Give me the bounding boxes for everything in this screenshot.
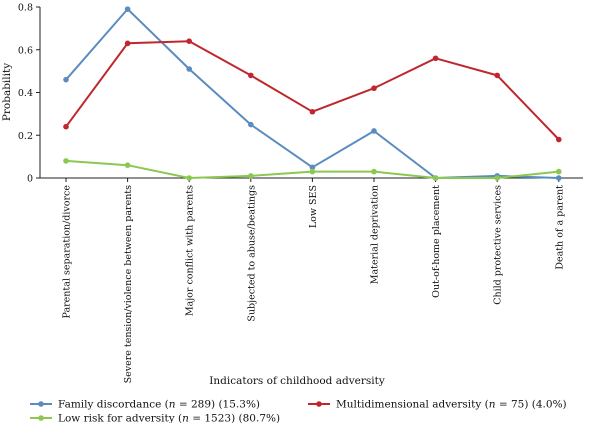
x-tick-label: Severe tension/violence between parents bbox=[123, 185, 134, 384]
data-point bbox=[63, 123, 69, 130]
data-point bbox=[124, 162, 131, 168]
x-tick-label: Major conflict with parents bbox=[185, 185, 196, 316]
data-point bbox=[186, 175, 192, 181]
data-point bbox=[124, 6, 131, 12]
y-tick-label: 0.2 bbox=[18, 131, 33, 142]
data-point bbox=[186, 38, 192, 44]
data-point bbox=[248, 72, 254, 79]
data-point bbox=[309, 164, 316, 171]
data-point bbox=[248, 173, 254, 179]
series-3 bbox=[63, 158, 562, 181]
y-tick-label: 0.8 bbox=[18, 3, 33, 14]
data-point bbox=[124, 40, 131, 47]
legend-label: Family discordance (n = 289) (15.3%) bbox=[58, 399, 260, 411]
y-tick-label: 0.4 bbox=[18, 88, 33, 99]
legend-label: Low risk for adversity (n = 1523) (80.7%… bbox=[58, 413, 280, 423]
legend: Family discordance (n = 289) (15.3%) Mult… bbox=[30, 399, 567, 423]
data-point bbox=[432, 175, 439, 181]
series-line bbox=[65, 8, 559, 179]
legend-item: Low risk for adversity (n = 1523) (80.7%… bbox=[30, 413, 280, 423]
data-point bbox=[371, 128, 377, 134]
data-point bbox=[248, 121, 254, 128]
x-tick-label: Low SES bbox=[308, 185, 319, 228]
data-point bbox=[556, 136, 562, 143]
data-point bbox=[371, 168, 377, 175]
series-1 bbox=[63, 6, 562, 181]
x-tick-label: Death of a parent bbox=[554, 185, 565, 270]
x-tick-label: Child protective services bbox=[493, 185, 504, 305]
legend-swatch-point bbox=[38, 415, 44, 421]
data-point bbox=[556, 175, 562, 181]
y-tick-label: 0.6 bbox=[18, 45, 33, 56]
x-axis: Parental separation/divorce Severe tensio… bbox=[40, 177, 583, 384]
data-point bbox=[63, 76, 69, 83]
data-point bbox=[309, 168, 316, 175]
data-point bbox=[371, 85, 377, 92]
x-axis-title: Indicators of childhood adversity bbox=[209, 375, 385, 387]
y-axis: 0 0.2 0.4 0.6 0.8 bbox=[18, 3, 41, 185]
data-point bbox=[309, 108, 316, 115]
legend-item: Multidimensional adversity (n = 75) (4.0… bbox=[308, 399, 567, 411]
x-tick-label: Material deprivation bbox=[370, 185, 381, 284]
legend-label: Multidimensional adversity (n = 75) (4.0… bbox=[336, 399, 567, 411]
x-tick-label: Parental separation/divorce bbox=[62, 185, 73, 319]
data-point bbox=[432, 55, 439, 62]
series-layer bbox=[63, 6, 562, 181]
data-point bbox=[186, 66, 192, 72]
legend-item: Family discordance (n = 289) (15.3%) bbox=[30, 399, 260, 411]
y-tick-label: 0 bbox=[27, 174, 33, 185]
data-point bbox=[494, 72, 501, 79]
series-2 bbox=[63, 38, 562, 143]
x-tick-label: Subjected to abuse/beatings bbox=[246, 185, 257, 322]
data-point bbox=[63, 158, 69, 164]
data-point bbox=[556, 168, 562, 175]
legend-swatch-point bbox=[38, 401, 44, 407]
series-line bbox=[65, 40, 560, 141]
y-axis-title: Probability bbox=[1, 63, 13, 121]
x-tick-label: Out-of-home placement bbox=[431, 185, 442, 298]
data-point bbox=[494, 175, 501, 181]
legend-swatch-point bbox=[316, 401, 322, 407]
